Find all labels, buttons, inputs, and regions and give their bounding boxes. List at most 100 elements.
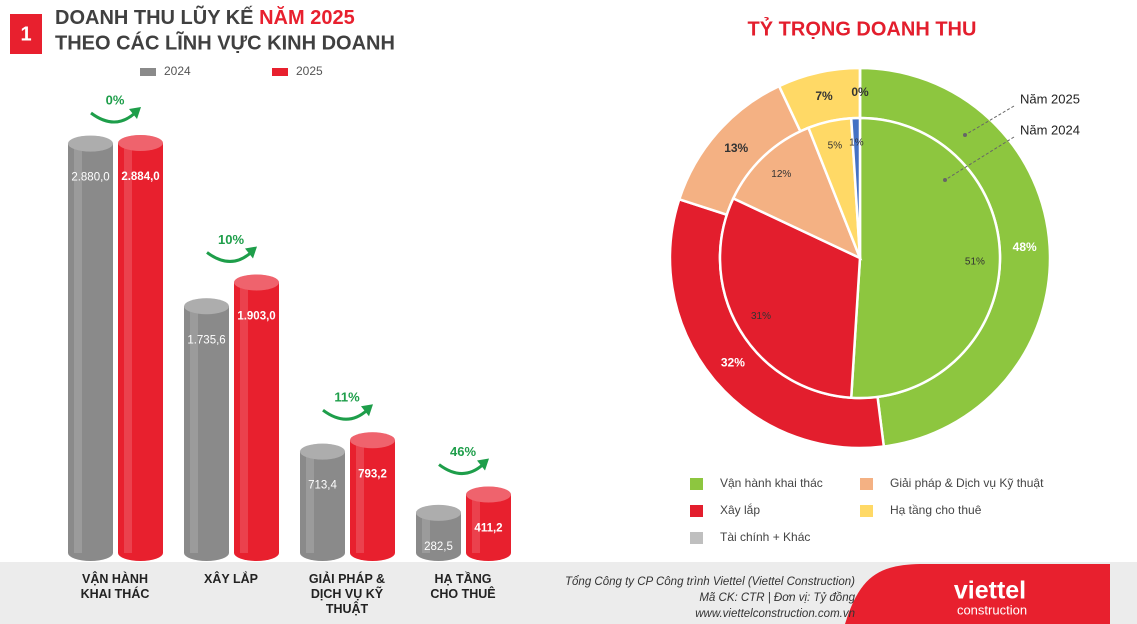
growth-label: 11% (334, 390, 360, 405)
ring-label: Năm 2024 (1020, 122, 1080, 137)
legend-label: Tài chính + Khác (720, 530, 810, 544)
legend-swatch (690, 505, 703, 517)
logo: viettel (954, 577, 1026, 605)
slice-label: 48% (1013, 240, 1037, 254)
legend-swatch (690, 532, 703, 544)
donut-slice (849, 116, 1002, 400)
slice-label: 31% (751, 311, 771, 322)
bar (184, 306, 229, 561)
title-main: DOANH THU LŨY KẾ (55, 5, 259, 29)
bar-shade (422, 512, 430, 553)
title-highlight: NĂM 2025 (259, 6, 355, 29)
footer-line: Tổng Công ty CP Công trình Viettel (Viet… (565, 576, 855, 588)
category-label: GIẢI PHÁP & DỊCH VỤ KỸ THUẬT (308, 572, 386, 616)
growth-arrow (206, 251, 253, 263)
bar-top (300, 443, 345, 460)
footer-line: www.viettelconstruction.com.vn (695, 608, 855, 620)
legend-label: 2024 (164, 64, 191, 78)
value-label: 793,2 (358, 468, 387, 480)
bar-subtitle: THEO CÁC LĨNH VỰC KINH DOANH (55, 31, 395, 54)
legend-label: Xây lắp (720, 502, 760, 517)
bar-shade (190, 306, 198, 553)
bar-top-light (118, 135, 163, 151)
bar-top (118, 135, 163, 151)
bar-top (68, 135, 113, 152)
slice-label: 32% (721, 355, 745, 369)
bar (68, 143, 113, 561)
donut-slice (731, 126, 863, 261)
badge: 1 (20, 23, 31, 45)
value-label: 282,5 (424, 541, 453, 553)
bar-top-light (350, 432, 395, 449)
bar-shade (240, 282, 248, 553)
growth-arrow (322, 409, 369, 421)
logo-sub: construction (957, 602, 1027, 617)
ring-pointer (964, 105, 1015, 136)
slice-label: 0% (851, 85, 869, 99)
ring-label: Năm 2025 (1020, 91, 1080, 106)
bar-top-light (68, 135, 113, 152)
bar-top (466, 486, 511, 503)
bar-top-light (300, 443, 345, 460)
bar-top-light (184, 298, 229, 315)
bar-top (184, 298, 229, 315)
legend-label: Hạ tầng cho thuê (890, 503, 982, 517)
bar-top (416, 504, 461, 521)
legend-swatch (690, 478, 703, 490)
ring-pointer (944, 136, 1015, 181)
donut-slice (718, 196, 862, 400)
bar (350, 440, 395, 561)
bar-top-light (416, 504, 461, 521)
bar-shade (124, 143, 132, 553)
legend-swatch (860, 505, 873, 517)
growth-arrowhead (361, 404, 373, 417)
ring-pointer-end (943, 178, 947, 182)
logo-shape (845, 564, 1110, 624)
bar (466, 494, 511, 561)
legend-swatch (140, 68, 156, 76)
donut-title: TỶ TRỌNG DOANH THU (748, 17, 977, 40)
legend-label: Vận hành khai thác (720, 476, 823, 490)
growth-label: 46% (450, 444, 476, 459)
growth-arrowhead (129, 107, 141, 119)
category-label: VẬN HÀNH KHAI THÁC (80, 572, 150, 601)
slice-label: 12% (771, 169, 791, 180)
slice-label: 51% (965, 256, 985, 267)
bar-shade (74, 143, 82, 553)
growth-arrowhead (477, 458, 489, 471)
legend-label: Giải pháp & Dịch vụ Kỹ thuật (890, 476, 1044, 490)
badge-box (10, 14, 42, 54)
bar-top (234, 274, 279, 291)
value-label: 411,2 (474, 523, 502, 535)
bar-top-light (234, 274, 279, 291)
slice-label: 5% (828, 140, 843, 151)
legend-swatch (272, 68, 288, 76)
growth-arrowhead (245, 246, 257, 259)
category-label: XÂY LẮP (204, 572, 258, 586)
ring-pointer-end (963, 133, 967, 137)
value-label: 2.880,0 (71, 172, 109, 184)
bar-shade (306, 451, 314, 553)
bar-title: DOANH THU LŨY KẾ NĂM 2025 (55, 5, 355, 29)
legend-label: 2025 (296, 64, 323, 78)
bar (416, 512, 461, 561)
footer-line: Mã CK: CTR | Đơn vị: Tỷ đồng (699, 592, 855, 604)
bar (234, 282, 279, 561)
bar-shade (356, 440, 364, 553)
legend-swatch (860, 478, 873, 490)
slice-label: 13% (724, 141, 748, 155)
bar-shade (472, 494, 480, 553)
growth-arrow (90, 111, 137, 124)
bar (118, 143, 163, 561)
growth-arrow (438, 463, 485, 476)
slice-label: 1% (849, 138, 864, 149)
value-label: 1.903,0 (237, 310, 275, 322)
growth-label: 0% (106, 92, 125, 107)
value-label: 2.884,0 (121, 171, 159, 183)
category-label: HẠ TẦNG CHO THUÊ (430, 572, 496, 601)
value-label: 713,4 (308, 480, 337, 492)
bar-top-light (466, 486, 511, 503)
value-label: 1.735,6 (187, 334, 225, 346)
